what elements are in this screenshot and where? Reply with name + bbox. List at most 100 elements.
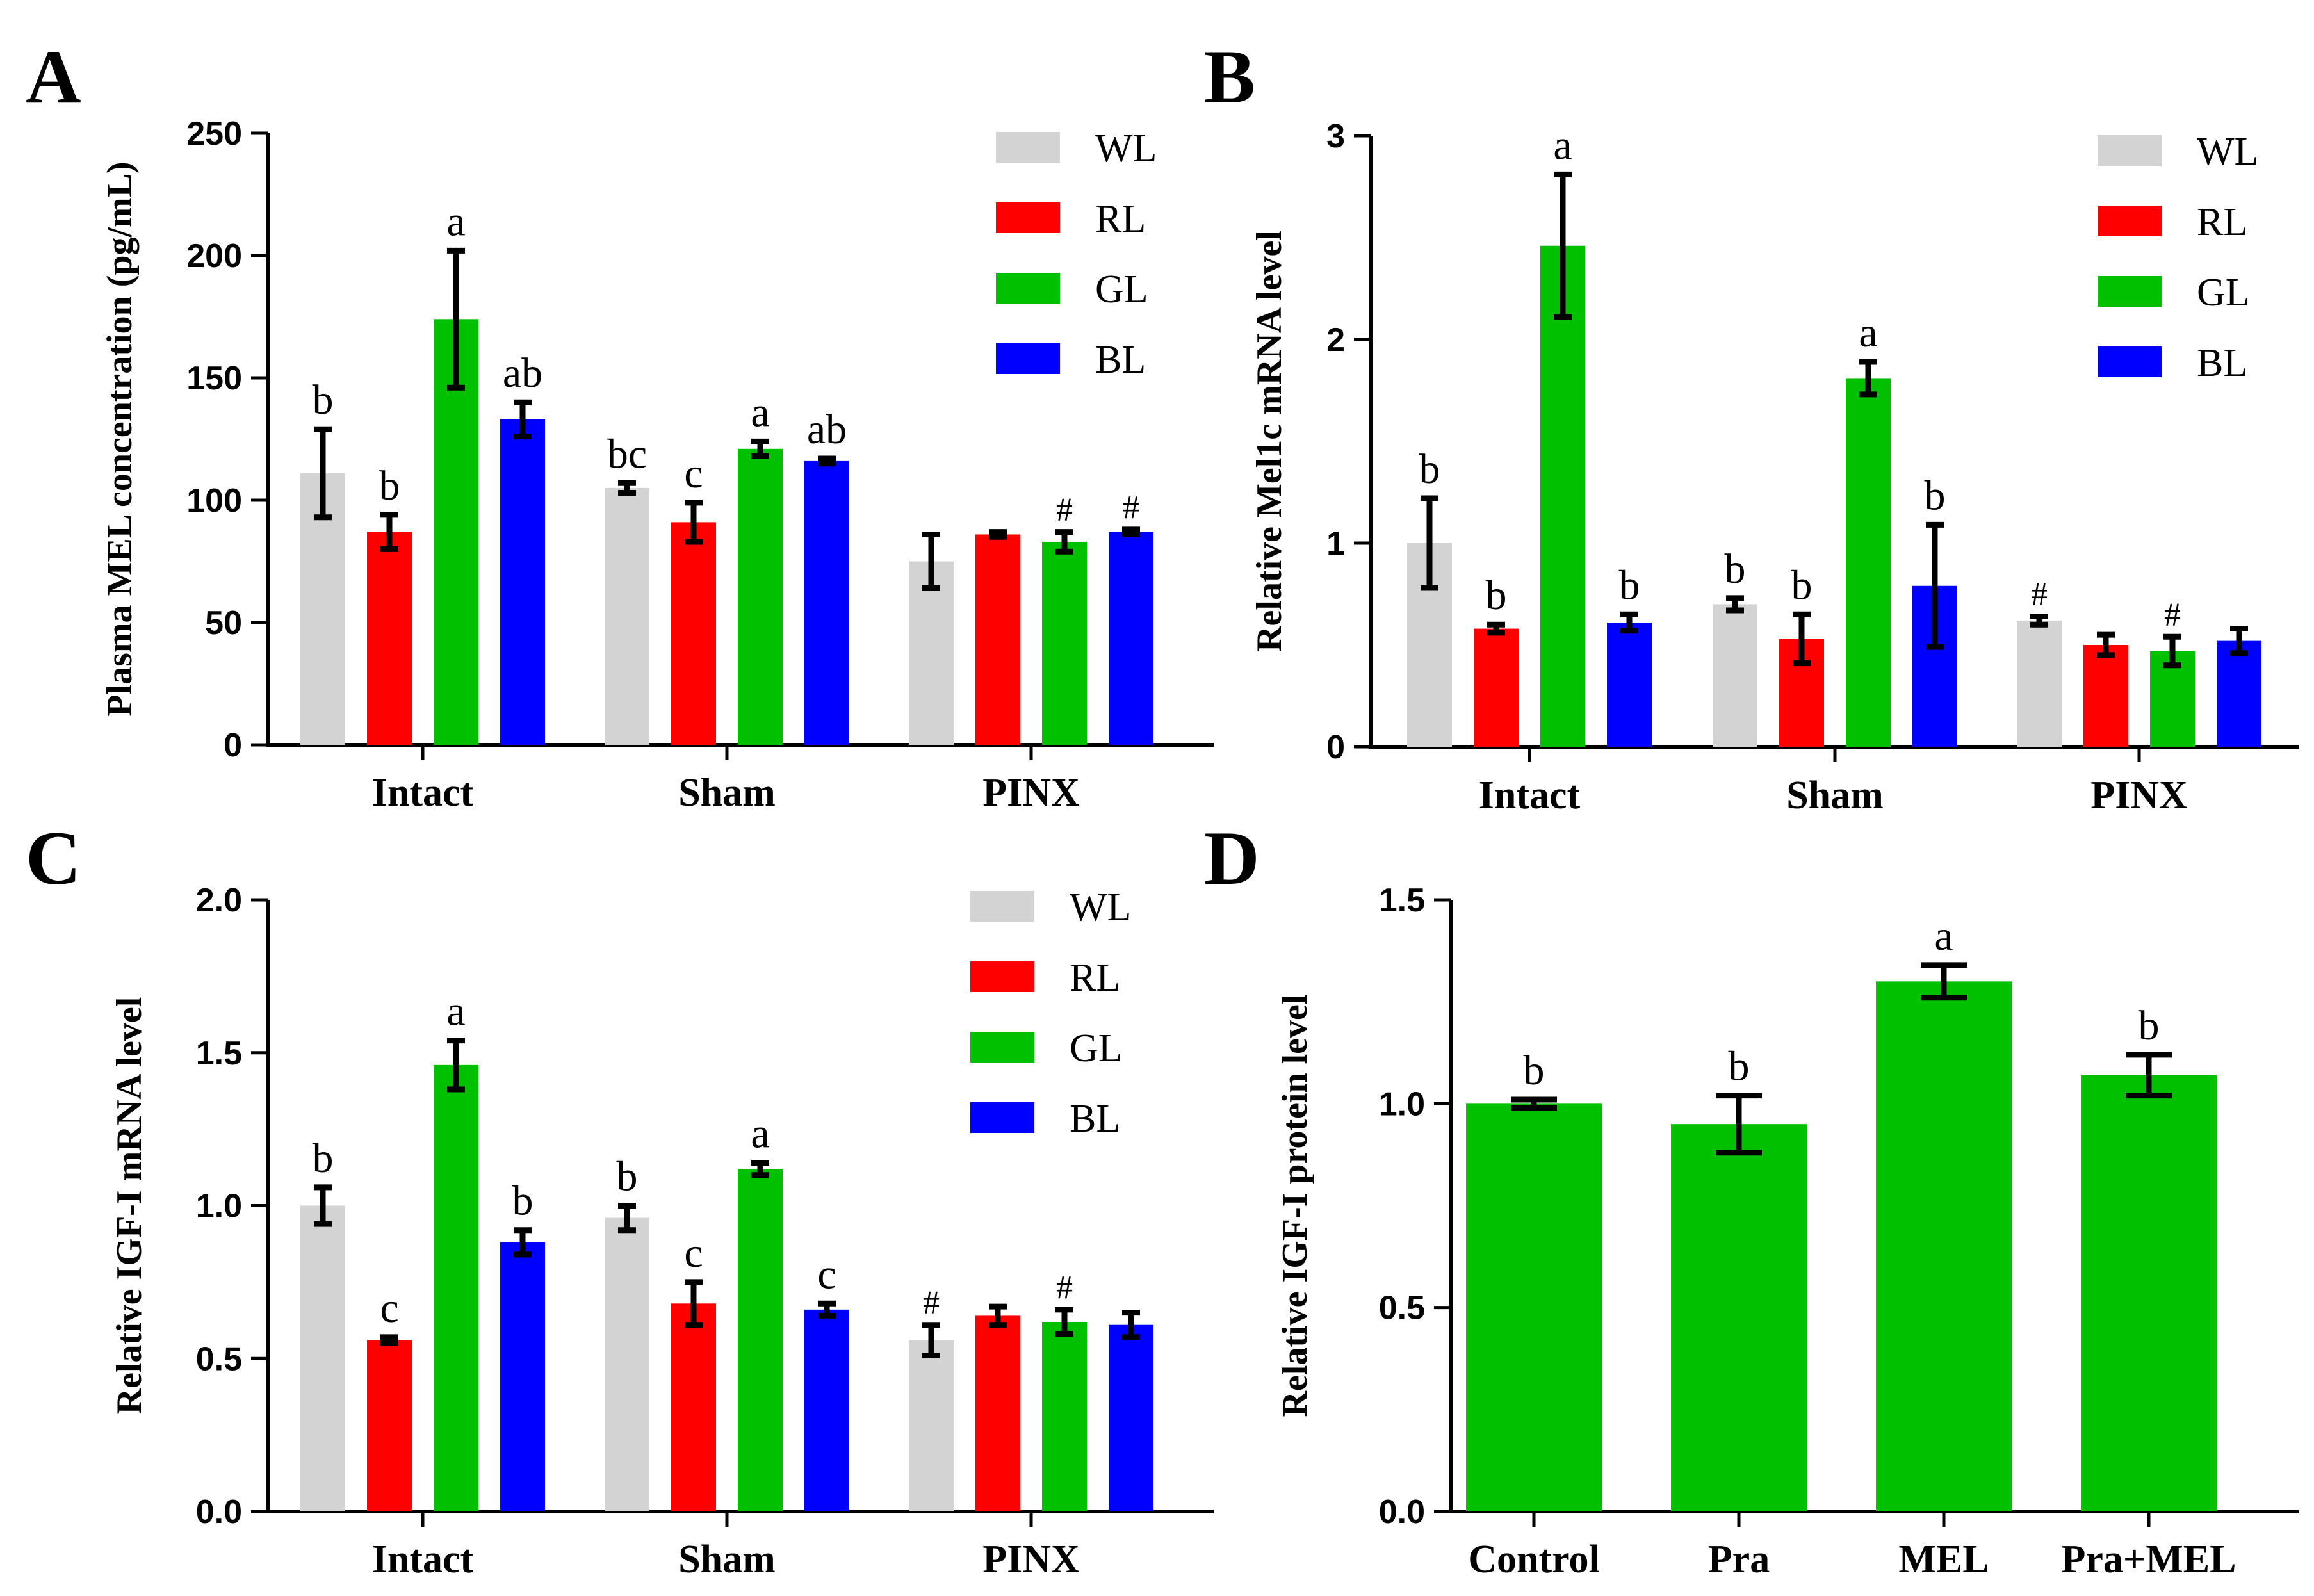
- legend-label: WL: [1070, 886, 1131, 929]
- y-tick-label: 50: [205, 605, 242, 642]
- significance-hash: #: [1123, 489, 1139, 526]
- error-bar: [685, 500, 703, 545]
- error-bar: [1055, 1307, 1073, 1337]
- legend-label: GL: [2197, 271, 2250, 314]
- x-tick-label: Sham: [1786, 774, 1884, 817]
- y-tick-label: 1.5: [1379, 882, 1425, 919]
- significance-letter: a: [1553, 122, 1572, 168]
- legend-swatch: [970, 1032, 1034, 1063]
- legend-label: BL: [1070, 1097, 1120, 1141]
- bar: [671, 522, 716, 745]
- error-bar: [314, 426, 332, 521]
- y-tick-label: 1.0: [196, 1188, 242, 1225]
- y-axis-label: Relative IGF-I mRNA level: [110, 997, 149, 1415]
- bar: [804, 460, 849, 745]
- legend-swatch: [996, 343, 1060, 374]
- legend-label: RL: [1070, 956, 1120, 1000]
- significance-letter: c: [817, 1251, 836, 1298]
- bar: [367, 1340, 412, 1511]
- legend: WL RL GL BL: [2098, 130, 2258, 385]
- legend-swatch: [970, 961, 1034, 992]
- significance-letter: a: [751, 1111, 769, 1157]
- bar: [738, 448, 783, 745]
- y-tick-label: 1.0: [1379, 1086, 1425, 1123]
- legend-swatch: [970, 891, 1034, 922]
- error-bar: [618, 1203, 636, 1234]
- significance-letter: a: [1859, 309, 1877, 356]
- significance-letter: b: [313, 1135, 334, 1182]
- legend-label: BL: [1095, 338, 1146, 382]
- bar: [500, 1242, 545, 1511]
- panel-label: B: [1204, 34, 1255, 119]
- error-bar: [2230, 626, 2248, 656]
- significance-letter: a: [446, 198, 465, 245]
- error-bar: [1554, 171, 1572, 320]
- y-tick-label: 0.0: [196, 1494, 242, 1531]
- bar: [500, 419, 545, 745]
- legend-label: RL: [1095, 197, 1146, 241]
- error-bar: [380, 512, 398, 552]
- significance-letter: b: [1524, 1047, 1545, 1094]
- legend-swatch: [996, 132, 1060, 163]
- legend-label: GL: [1095, 268, 1148, 311]
- y-tick-label: 3: [1326, 118, 1345, 155]
- x-tick-label: Sham: [678, 1538, 776, 1581]
- legend-label: RL: [2197, 200, 2247, 244]
- significance-letter: b: [313, 377, 334, 423]
- bar: [1876, 981, 2012, 1511]
- y-axis-label: Plasma MEL concentration (pg/mL): [100, 161, 140, 716]
- y-tick-label: 1: [1326, 525, 1345, 562]
- bar: [1540, 245, 1585, 747]
- error-bar: [1726, 595, 1744, 614]
- panel-label: D: [1204, 815, 1260, 900]
- legend-swatch: [996, 273, 1060, 304]
- bar: [605, 1217, 649, 1511]
- error-bar: [751, 438, 769, 459]
- significance-letter: a: [1934, 913, 1953, 959]
- bar: [1466, 1103, 1602, 1511]
- error-bar: [2126, 1052, 2172, 1099]
- bar: [671, 1303, 716, 1511]
- y-tick-label: 0.0: [1379, 1494, 1425, 1531]
- error-bar: [618, 480, 636, 496]
- significance-letter: b: [1925, 472, 1946, 519]
- error-bar: [818, 455, 836, 467]
- y-tick-label: 150: [186, 360, 242, 397]
- error-bar: [314, 1184, 332, 1227]
- error-bar: [2163, 633, 2181, 669]
- error-bar: [2030, 613, 2048, 628]
- error-bar: [1793, 611, 1811, 667]
- significance-hash: #: [923, 1285, 940, 1321]
- bar: [1713, 604, 1757, 747]
- significance-letter: ab: [807, 406, 847, 453]
- bar: [1474, 628, 1519, 747]
- bar: [1109, 1324, 1153, 1511]
- error-bar: [1487, 621, 1505, 636]
- error-bar: [922, 1322, 940, 1358]
- significance-letter: a: [446, 988, 465, 1035]
- significance-letter: ab: [503, 350, 542, 396]
- panel-d: D Relative IGF-I protein level 0.0 0.5 1.0 1.…: [1204, 815, 2299, 1581]
- legend-swatch: [996, 202, 1060, 233]
- bar: [434, 1064, 478, 1511]
- x-tick-label: Control: [1468, 1538, 1600, 1581]
- legend: WL RL GL BL: [970, 886, 1131, 1141]
- y-tick-label: 1.5: [196, 1035, 242, 1072]
- significance-letter: b: [2139, 1002, 2160, 1049]
- y-axis-label: Relative IGF-I protein level: [1275, 995, 1315, 1417]
- bar: [367, 532, 412, 745]
- y-tick-label: 0.5: [196, 1340, 242, 1378]
- error-bar: [2097, 631, 2115, 658]
- significance-hash: #: [1056, 492, 1073, 528]
- x-tick-label: Intact: [372, 771, 474, 815]
- bar: [975, 534, 1020, 745]
- error-bar: [1421, 495, 1438, 591]
- error-bar: [447, 1038, 465, 1093]
- significance-letter: b: [1729, 1043, 1750, 1090]
- panel-b: B Relative Mel1c mRNA level 0 1 2 3 Intact Sham…: [1204, 34, 2299, 817]
- x-tick-label: Intact: [1479, 774, 1581, 817]
- significance-letter: c: [684, 450, 703, 497]
- legend-swatch: [970, 1102, 1034, 1133]
- significance-letter: c: [380, 1285, 398, 1331]
